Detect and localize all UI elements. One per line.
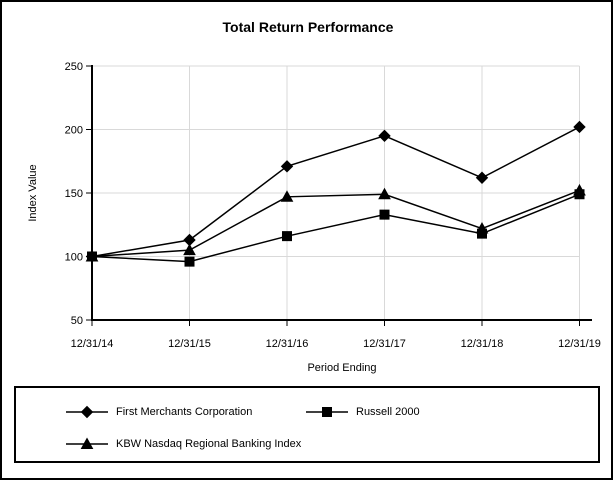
square-data-marker [184, 256, 195, 267]
diamond-data-marker [573, 120, 586, 134]
legend-item-first-merchants: First Merchants Corporation [66, 405, 252, 419]
diamond-glyph [80, 405, 94, 419]
triangle-data-marker [475, 222, 489, 234]
plot-content: 50 100 150 200 250 12/31/14 12/31/15 12/31/16 12… [65, 61, 601, 350]
x-axis-title: Period Ending [307, 362, 376, 374]
chart-title: Total Return Performance [223, 19, 394, 35]
triangle-glyph [80, 437, 94, 449]
square-marker-icon [306, 407, 348, 417]
y-axis-title: Index Value [27, 164, 39, 221]
y-tick-label: 200 [65, 125, 83, 137]
legend-label-russell-2000: Russell 2000 [356, 406, 420, 418]
series-line-0 [91, 126, 580, 258]
legend: First Merchants Corporation Russell 2000… [14, 386, 600, 463]
diamond-data-marker [475, 171, 489, 184]
triangle-data-marker [378, 187, 391, 200]
x-tick-label: 12/31/17 [363, 338, 406, 350]
triangle-data-marker [85, 249, 99, 262]
x-tick-label: 12/31/16 [266, 338, 309, 350]
square-data-marker [282, 231, 292, 242]
diamond-data-marker [378, 129, 391, 143]
triangle-marker-icon [66, 437, 108, 449]
x-tick-label: 12/31/15 [168, 338, 211, 350]
diamond-marker-icon [66, 405, 108, 419]
legend-label-first-merchants: First Merchants Corporation [116, 406, 253, 418]
triangle-data-marker [183, 243, 196, 256]
diamond-data-marker [280, 160, 294, 173]
y-tick-label: 250 [65, 61, 83, 73]
y-tick-label: 50 [71, 315, 83, 327]
legend-item-russell-2000: Russell 2000 [306, 405, 420, 419]
square-glyph [322, 407, 332, 417]
x-tick-label: 12/31/14 [71, 338, 114, 350]
legend-item-kbw-nasdaq: KBW Nasdaq Regional Banking Index [66, 437, 301, 451]
x-tick-label: 12/31/18 [461, 338, 504, 350]
triangle-data-marker [573, 183, 586, 196]
series-line-2 [91, 189, 580, 258]
legend-label-kbw-nasdaq: KBW Nasdaq Regional Banking Index [116, 438, 302, 450]
series-line-1 [91, 193, 580, 263]
triangle-data-marker [280, 190, 294, 202]
y-tick-label: 150 [65, 188, 83, 200]
x-tick-label: 12/31/19 [558, 338, 601, 350]
square-data-marker [379, 209, 390, 220]
y-tick-label: 100 [65, 252, 83, 264]
